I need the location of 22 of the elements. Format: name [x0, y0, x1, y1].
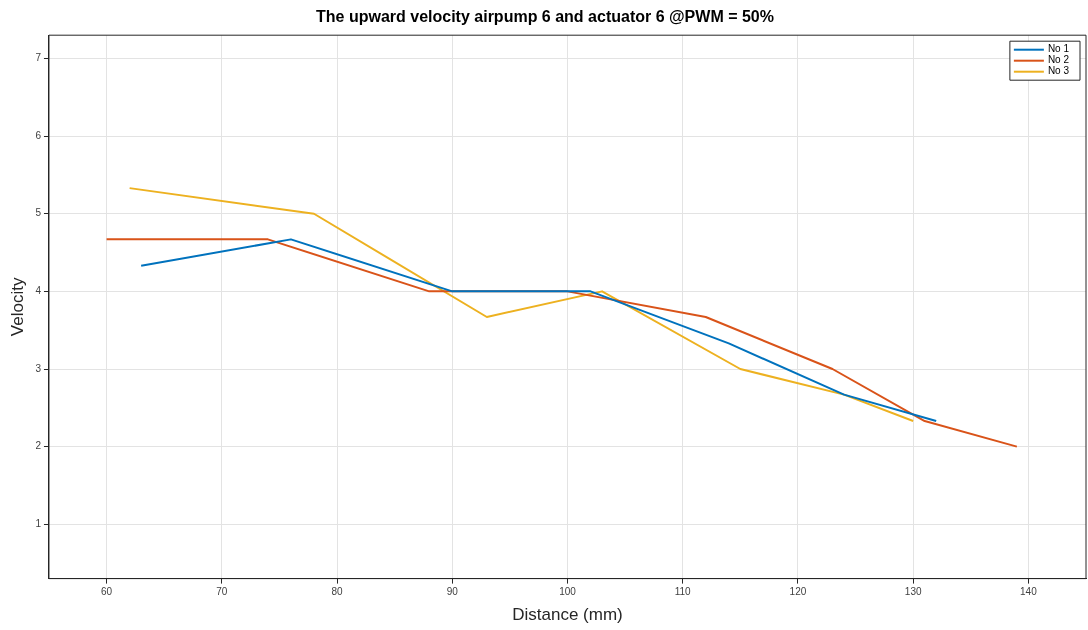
y-tick-label: 3	[35, 362, 42, 374]
y-tick-label: 7	[35, 52, 42, 64]
y-tick-label: 4	[35, 285, 42, 297]
y-axis-title: Velocity	[7, 277, 27, 337]
x-axis-title: Distance (mm)	[512, 605, 623, 625]
x-tick-label: 80	[331, 586, 344, 598]
x-tick-label: 130	[904, 586, 922, 598]
x-tick-label: 70	[216, 586, 228, 598]
x-tick-label: 120	[789, 586, 807, 598]
chart-title: The upward velocity airpump 6 and actuator 6 @PWM = 50%	[316, 8, 774, 26]
y-tick-label: 2	[35, 440, 42, 452]
legend-label: No 2	[1047, 54, 1070, 66]
y-tick-label: 1	[35, 518, 42, 530]
y-tick-label: 5	[35, 207, 42, 219]
x-tick-label: 90	[446, 586, 459, 598]
x-tick-label: 140	[1020, 586, 1038, 598]
legend-label: No 1	[1047, 43, 1070, 55]
legend-label: No 3	[1047, 65, 1070, 77]
x-tick-label: 60	[101, 586, 113, 598]
x-tick-label: 110	[674, 586, 692, 598]
y-tick-label: 6	[35, 129, 42, 141]
x-tick-label: 100	[559, 586, 577, 598]
